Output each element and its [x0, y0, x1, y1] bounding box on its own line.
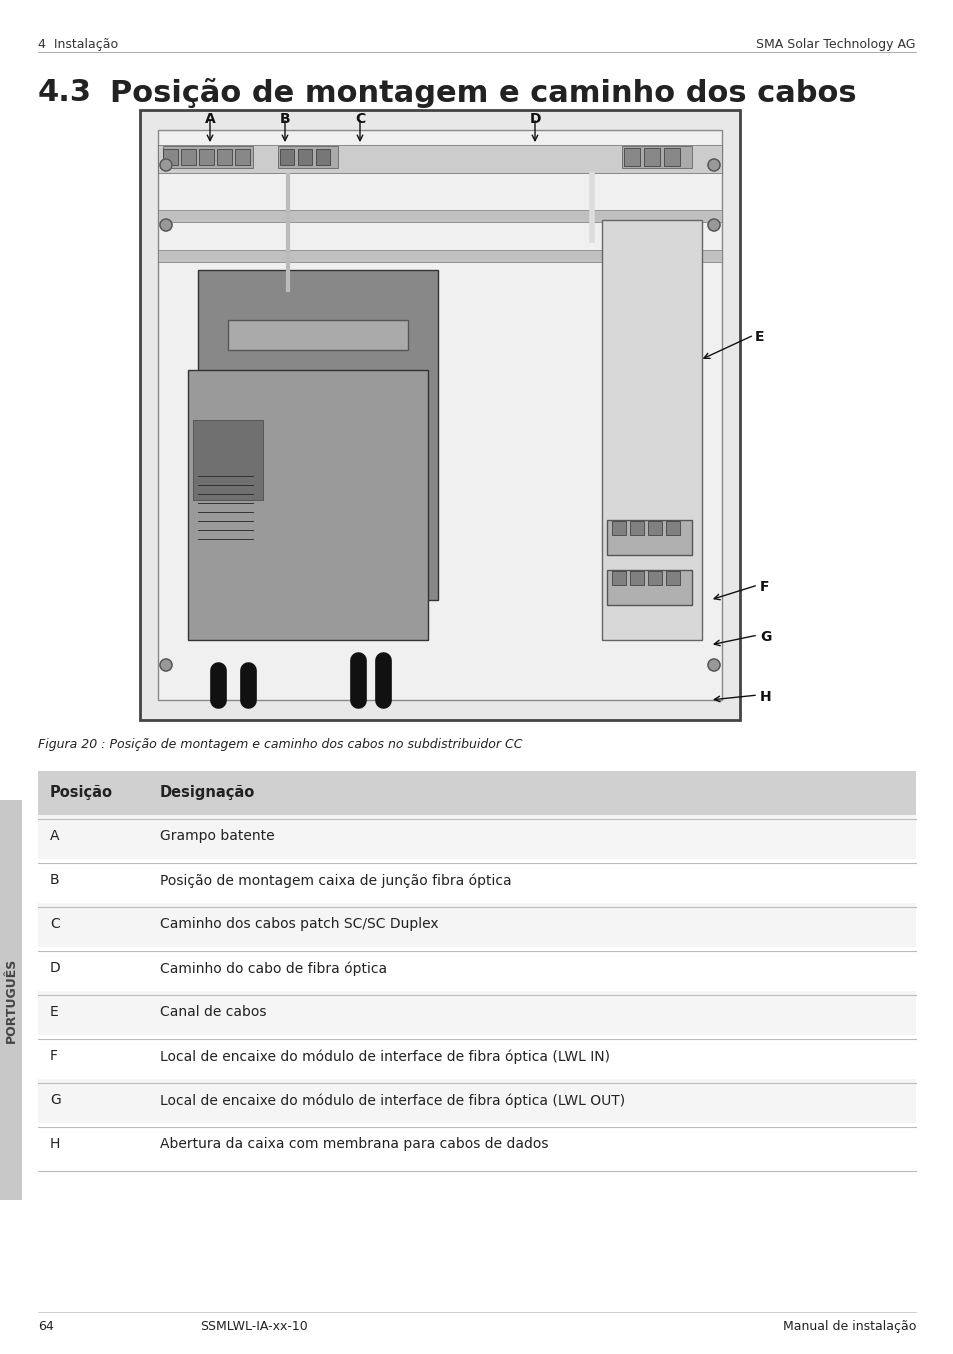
- Bar: [297, 149, 312, 165]
- Bar: [623, 148, 639, 167]
- Bar: [612, 571, 625, 585]
- Text: C: C: [50, 917, 60, 932]
- Bar: [198, 269, 437, 600]
- Text: Local de encaixe do módulo de interface de fibra óptica (LWL IN): Local de encaixe do módulo de interface …: [160, 1049, 609, 1063]
- Text: Posição de montagem caixa de junção fibra óptica: Posição de montagem caixa de junção fibr…: [160, 873, 511, 887]
- Text: Canal de cabos: Canal de cabos: [160, 1005, 266, 1020]
- Text: H: H: [760, 691, 771, 704]
- Text: E: E: [50, 1005, 59, 1020]
- Bar: [140, 110, 740, 720]
- Text: B: B: [280, 112, 291, 126]
- Text: 64: 64: [38, 1320, 53, 1332]
- Bar: [234, 149, 250, 165]
- Bar: [606, 520, 691, 555]
- Bar: [193, 420, 263, 500]
- Bar: [38, 1079, 915, 1122]
- Bar: [228, 320, 408, 349]
- Text: F: F: [760, 580, 769, 594]
- Text: B: B: [50, 873, 59, 887]
- Text: Posição: Posição: [50, 785, 112, 800]
- Text: Grampo batente: Grampo batente: [160, 829, 274, 844]
- Circle shape: [160, 158, 172, 171]
- Bar: [38, 1034, 915, 1079]
- Bar: [663, 148, 679, 167]
- Bar: [38, 858, 915, 903]
- Bar: [621, 146, 691, 168]
- Bar: [606, 570, 691, 605]
- Text: F: F: [50, 1049, 58, 1063]
- Text: H: H: [50, 1137, 60, 1151]
- Bar: [181, 149, 195, 165]
- Bar: [601, 219, 701, 640]
- Text: Posição de montagem e caminho dos cabos: Posição de montagem e caminho dos cabos: [110, 79, 856, 108]
- Circle shape: [707, 219, 720, 232]
- Text: G: G: [50, 1093, 61, 1108]
- Text: Caminho do cabo de fibra óptica: Caminho do cabo de fibra óptica: [160, 961, 387, 975]
- Text: Figura 20 : Posição de montagem e caminho dos cabos no subdistribuidor CC: Figura 20 : Posição de montagem e caminh…: [38, 738, 522, 751]
- Bar: [38, 903, 915, 946]
- Bar: [216, 149, 232, 165]
- Text: Local de encaixe do módulo de interface de fibra óptica (LWL OUT): Local de encaixe do módulo de interface …: [160, 1093, 624, 1108]
- Text: G: G: [760, 630, 771, 645]
- Text: SMA Solar Technology AG: SMA Solar Technology AG: [756, 38, 915, 51]
- Text: C: C: [355, 112, 365, 126]
- Bar: [163, 146, 253, 168]
- Circle shape: [707, 158, 720, 171]
- Bar: [199, 149, 213, 165]
- Bar: [38, 770, 915, 815]
- Bar: [647, 571, 661, 585]
- Bar: [38, 815, 915, 858]
- Bar: [158, 145, 721, 173]
- Bar: [612, 521, 625, 535]
- Text: Designação: Designação: [160, 785, 255, 800]
- Bar: [643, 148, 659, 167]
- Bar: [38, 991, 915, 1034]
- Bar: [158, 250, 721, 263]
- Circle shape: [160, 219, 172, 232]
- Text: Caminho dos cabos patch SC/SC Duplex: Caminho dos cabos patch SC/SC Duplex: [160, 917, 438, 932]
- Bar: [629, 521, 643, 535]
- Bar: [665, 521, 679, 535]
- Bar: [629, 571, 643, 585]
- Text: A: A: [205, 112, 215, 126]
- Text: E: E: [754, 330, 763, 344]
- Bar: [158, 130, 721, 700]
- Bar: [0, 800, 22, 1200]
- Bar: [38, 946, 915, 991]
- Bar: [647, 521, 661, 535]
- Circle shape: [707, 659, 720, 672]
- Text: A: A: [50, 829, 59, 844]
- Text: Abertura da caixa com membrana para cabos de dados: Abertura da caixa com membrana para cabo…: [160, 1137, 548, 1151]
- Circle shape: [160, 659, 172, 672]
- Bar: [188, 370, 428, 640]
- Bar: [315, 149, 330, 165]
- Text: PORTUGUÊS: PORTUGUÊS: [5, 957, 17, 1043]
- Bar: [277, 146, 337, 168]
- Text: D: D: [50, 961, 61, 975]
- Bar: [163, 149, 178, 165]
- Text: Manual de instalação: Manual de instalação: [781, 1320, 915, 1332]
- Text: SSMLWL-IA-xx-10: SSMLWL-IA-xx-10: [200, 1320, 308, 1332]
- Text: 4.3: 4.3: [38, 79, 91, 107]
- Bar: [158, 210, 721, 222]
- Text: 4  Instalação: 4 Instalação: [38, 38, 118, 51]
- Text: D: D: [530, 112, 541, 126]
- Bar: [280, 149, 294, 165]
- Bar: [38, 1122, 915, 1167]
- Bar: [665, 571, 679, 585]
